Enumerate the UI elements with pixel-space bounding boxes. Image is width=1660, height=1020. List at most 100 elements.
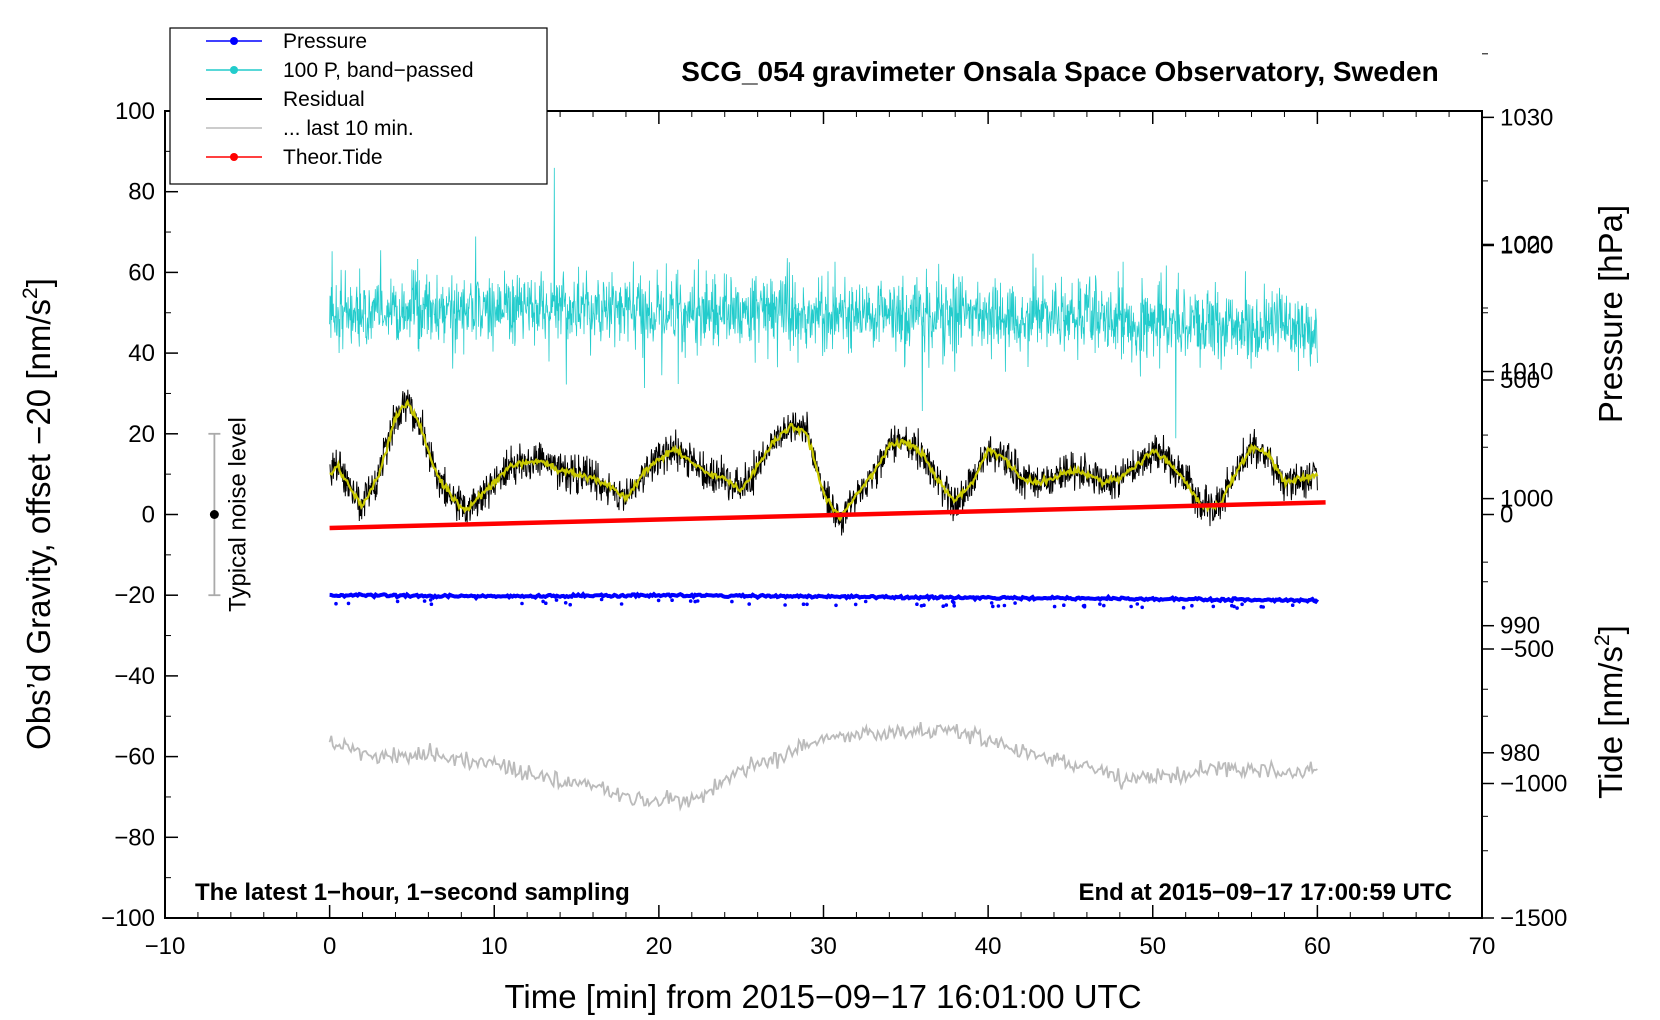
chart-title: SCG_054 gravimeter Onsala Space Observat… <box>681 56 1438 87</box>
series-pressure-point <box>834 603 838 608</box>
series-pressure-point <box>1081 604 1086 608</box>
x-tick-label: 40 <box>975 933 1002 960</box>
series-pressure-point <box>1135 602 1140 606</box>
legend-marker <box>230 37 238 45</box>
series-pressure-point <box>996 604 1001 608</box>
pressure-tick-label: 990 <box>1500 613 1540 640</box>
series-pressure-point <box>563 601 568 605</box>
pressure-tick-label: 1020 <box>1500 231 1553 258</box>
series-residual-smoothed-line <box>329 398 1319 522</box>
series-pressure-point <box>1062 603 1066 607</box>
tide-tick-label: 1000 <box>1500 233 1553 260</box>
tide-tick-label: 500 <box>1500 367 1540 394</box>
y-tick-label: −40 <box>114 663 155 690</box>
pressure-tick-label: 1010 <box>1500 359 1553 386</box>
series-pressure-point <box>429 602 434 606</box>
series-pressure <box>329 591 1320 610</box>
series-pressure-point <box>520 601 524 606</box>
series-pressure-point <box>915 602 919 606</box>
series-theor-tide-line <box>329 500 1326 531</box>
legend-label: Pressure <box>283 30 367 53</box>
y-tick-label: 20 <box>128 421 155 448</box>
series-pressure-point <box>428 598 433 602</box>
pressure-axis-title: Pressure [hPa] <box>1592 205 1629 423</box>
series-pressure-point <box>346 601 351 606</box>
ticks-layer: −10 0 10 20 30 40 50 60 70100806040200−20−40−60−… <box>101 53 1567 960</box>
series-pressure-point <box>1181 605 1186 610</box>
noise-level-label: Typical noise level <box>224 417 251 612</box>
x-tick-label: −10 <box>145 933 186 960</box>
series-pressure-point <box>1211 604 1216 609</box>
y-axis-title: Obs’d Gravity, offset −20 [nm/s2] <box>19 278 57 750</box>
series-pressure-point <box>863 599 868 604</box>
y-axis-title-sup: 2 <box>19 287 42 299</box>
tide-tick-label: −1000 <box>1500 771 1567 798</box>
y-axis-title-end: ] <box>20 278 57 287</box>
series-pressure-point <box>541 599 545 604</box>
series-pressure-point <box>599 597 604 602</box>
tide-axis-title-end: ] <box>1592 625 1629 634</box>
pressure-tick-label: 1000 <box>1500 486 1553 513</box>
y-tick-label: 80 <box>128 179 155 206</box>
series-pressure-point <box>422 599 427 603</box>
series-pressure-point <box>1190 603 1194 608</box>
legend-label: ... last 10 min. <box>283 117 414 140</box>
tide-axis-title-main: Tide [nm/s <box>1592 646 1629 799</box>
series-pressure-point <box>693 599 697 604</box>
y-tick-label: −20 <box>114 582 155 609</box>
series-pressure-point <box>568 602 572 607</box>
x-tick-label: 70 <box>1469 933 1496 960</box>
legend-marker <box>230 66 238 74</box>
series-pressure-point <box>544 601 548 605</box>
series-pressure-point <box>554 598 559 602</box>
series-pressure-point <box>1129 604 1133 609</box>
x-tick-label: 60 <box>1304 933 1331 960</box>
x-tick-label: 20 <box>646 933 673 960</box>
series-pressure-point <box>656 598 661 603</box>
legend-label: 100 P, band−passed <box>283 59 474 82</box>
series-pressure-point <box>952 604 956 608</box>
y-tick-label: 40 <box>128 340 155 367</box>
series-pressure-point <box>991 604 995 609</box>
series-pressure-point <box>783 603 787 607</box>
series-pressure-point <box>334 601 338 606</box>
series-pressure-point <box>1235 606 1239 610</box>
series-pressure-point <box>1102 603 1106 608</box>
series-pressure-point <box>1259 604 1263 609</box>
legend-label: Theor.Tide <box>283 146 383 169</box>
series-pressure-point <box>670 598 674 602</box>
series-pressure-point <box>950 599 955 604</box>
tide-tick-label: −1500 <box>1500 905 1567 932</box>
legend-marker <box>230 153 238 161</box>
x-tick-label: 30 <box>810 933 837 960</box>
y-tick-label: 60 <box>128 259 155 286</box>
series-pressure-point <box>1002 603 1007 608</box>
series-pressure-point <box>747 602 751 606</box>
x-tick-label: 50 <box>1139 933 1166 960</box>
x-axis-title: Time [min] from 2015−09−17 16:01:00 UTC <box>504 978 1141 1015</box>
legend: Pressure 100 P, band−passed Residual ... la… <box>169 27 548 185</box>
series-pressure-point <box>805 602 809 607</box>
tide-axis-title-sup: 2 <box>1591 634 1614 646</box>
series-pressure-point <box>941 604 945 608</box>
tide-tick-label: −500 <box>1500 636 1554 663</box>
tide-axis-title: Tide [nm/s2] <box>1591 625 1629 799</box>
tide-tick-label: 0 <box>1500 502 1513 529</box>
x-tick-label: 10 <box>481 933 508 960</box>
series-pressure-point <box>1098 602 1102 606</box>
x-tick-label: 0 <box>323 933 336 960</box>
pressure-tick-label: 1030 <box>1500 104 1553 131</box>
series-pressure-point <box>1240 602 1244 607</box>
series-pressure-line <box>329 591 1320 605</box>
series-pressure-point <box>801 602 806 606</box>
noise-level-marker: Typical noise level <box>208 417 251 612</box>
series-pressure-point <box>1232 604 1236 609</box>
series-pressure-point <box>944 603 949 607</box>
series-pressure-point <box>919 604 924 608</box>
series-pressure-point <box>395 599 400 604</box>
y-tick-label: −100 <box>101 905 155 932</box>
series-pressure-point <box>1290 603 1295 607</box>
pressure-tick-label: 980 <box>1500 740 1540 767</box>
noise-center-dot <box>209 510 219 519</box>
series-pressure-point <box>619 602 624 606</box>
